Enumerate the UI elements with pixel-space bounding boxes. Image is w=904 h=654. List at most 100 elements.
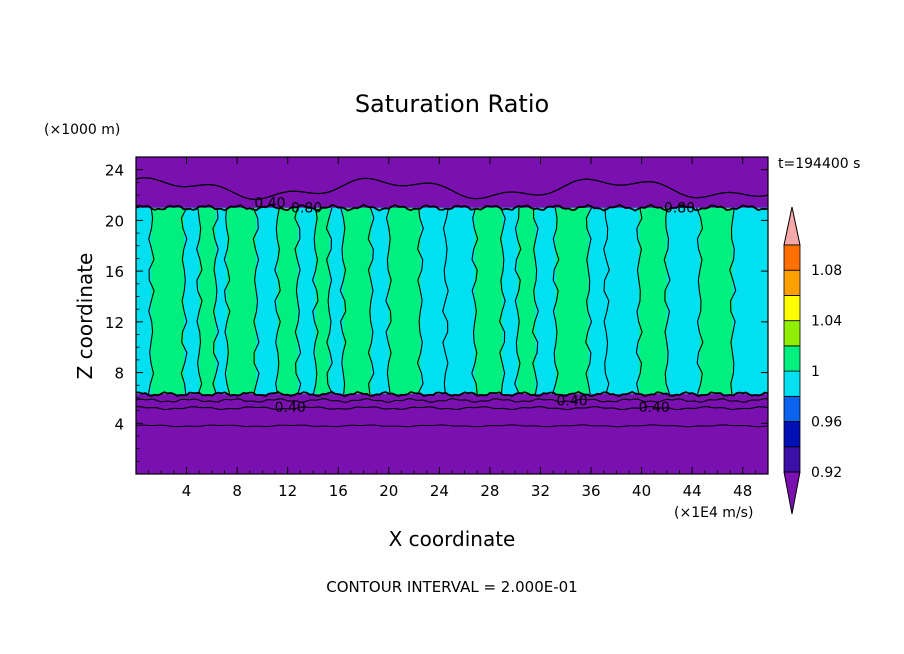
saturation-band-11: [343, 207, 372, 395]
contour-line-vertical-10: [339, 207, 347, 395]
contour-line-vertical-24: [696, 207, 704, 395]
colorbar-over-arrow: [783, 206, 801, 246]
x-axis-ticks: 4 8 12 16 20 24 28 32 36 40 44 48: [148, 157, 756, 500]
contour-line-vertical-16: [499, 207, 506, 395]
colorbar-segment: [783, 269, 801, 296]
saturation-band-25: [699, 207, 734, 395]
colorbar-segment: [783, 320, 801, 347]
y-tick-label: 16: [105, 263, 124, 281]
colorbar-tick-label: 1.04: [811, 314, 842, 330]
colorbar-segment: [783, 421, 801, 448]
y-tick-label: 20: [105, 212, 124, 230]
y-axis-label: Z coordinate: [73, 253, 97, 380]
colorbar-segment: [783, 446, 801, 473]
x-tick-label: 8: [232, 482, 242, 500]
saturation-band-22: [606, 207, 640, 395]
contour-line-vertical-22: [635, 207, 643, 395]
saturation-band-26: [732, 207, 768, 395]
x-tick-label: 24: [430, 482, 449, 500]
contour-label: 0.40: [556, 393, 587, 409]
contour-label: 0.80: [291, 201, 322, 217]
contour-line-vertical-4: [223, 207, 231, 395]
contour-line-vertical-14: [442, 207, 449, 395]
contour-line-upper: [136, 177, 768, 201]
contour-label: 0.40: [275, 400, 306, 416]
saturation-band-4: [215, 207, 228, 395]
saturation-band-0: [136, 207, 152, 395]
saturation-band-19: [535, 207, 557, 395]
saturation-band-24: [666, 207, 701, 395]
contour-line-vertical-1: [180, 207, 188, 395]
contour-line-vertical-23: [663, 207, 671, 395]
contour-line-vertical-17: [514, 207, 522, 395]
saturation-band-23: [639, 207, 668, 395]
saturation-band-3: [199, 207, 217, 395]
contour-line-cloud-base: [136, 390, 768, 398]
x-tick-label: 12: [278, 482, 297, 500]
saturation-band-8: [297, 207, 316, 395]
saturation-band-9: [315, 207, 330, 395]
y-tick-label: 4: [114, 415, 124, 433]
x-tick-label: 48: [733, 482, 752, 500]
contour-line-vertical-21: [603, 207, 610, 395]
saturation-band-21: [588, 207, 607, 395]
contour-label: 0.40: [254, 196, 285, 212]
contour-line-vertical-25: [729, 207, 737, 395]
contour-line-vertical-8: [312, 207, 319, 395]
colorbar-segment: [783, 244, 801, 271]
saturation-band-5: [227, 207, 257, 395]
saturation-band-6: [256, 207, 279, 395]
contour-label: 0.40: [639, 400, 670, 416]
saturation-band-12: [371, 207, 390, 395]
x-unit-label: (×1E4 m/s): [674, 505, 753, 521]
saturation-band-2: [184, 207, 200, 395]
contour-label: 0.80: [664, 201, 695, 217]
contour-line-vertical-13: [416, 207, 424, 395]
contour-line-low-3: [136, 424, 768, 428]
saturation-band-15: [445, 207, 476, 395]
contour-line-vertical-11: [367, 207, 375, 395]
contour-lines: [136, 177, 768, 428]
colorbar-tick-label: 1: [811, 364, 820, 380]
y-tick-label: 24: [105, 162, 124, 180]
saturation-band-14: [420, 207, 447, 395]
contour-line-vertical-15: [471, 207, 479, 395]
colorbar-segment: [783, 295, 801, 322]
contour-line-vertical-18: [531, 207, 539, 395]
contour-line-vertical-5: [252, 207, 260, 395]
x-tick-label: 44: [683, 482, 702, 500]
colorbar-tick-label: 0.96: [811, 415, 842, 431]
contour-line-low-2: [136, 406, 768, 411]
contour-line-vertical-7: [294, 207, 302, 395]
saturation-band-1: [151, 207, 185, 395]
saturation-band-18: [517, 207, 536, 395]
contour-line-vertical-6: [274, 207, 281, 395]
contour-line-vertical-0: [147, 207, 155, 395]
contour-line-vertical-2: [196, 207, 203, 395]
x-tick-label: 32: [531, 482, 550, 500]
saturation-band-10: [329, 207, 344, 395]
x-tick-label: 36: [581, 482, 600, 500]
colorbar: 0.92 0.96 1 1.04 1.08: [783, 206, 842, 515]
contour-line-cloud-top: [136, 203, 768, 212]
y-tick-label: 12: [105, 314, 124, 332]
contour-label-layer: 0.40 0.80 0.40 0.80 0.40 0.40: [254, 196, 695, 416]
contour-line-vertical-19: [552, 207, 560, 395]
y-tick-label: 8: [114, 365, 124, 383]
x-tick-label: 40: [632, 482, 651, 500]
contour-line-vertical-9: [325, 207, 333, 395]
colorbar-tick-label: 1.08: [811, 263, 842, 279]
x-tick-label: 4: [182, 482, 192, 500]
x-axis-label: X coordinate: [389, 527, 516, 551]
colorbar-segment: [783, 345, 801, 372]
saturation-band-20: [555, 207, 590, 395]
colorbar-segment: [783, 370, 801, 397]
time-label: t=194400 s: [778, 156, 860, 172]
contour-line-low-1: [136, 398, 768, 403]
saturation-band-7: [277, 207, 299, 395]
saturation-band-16: [474, 207, 504, 395]
y-unit-label: (×1000 m): [44, 122, 120, 138]
contour-line-vertical-12: [385, 207, 392, 395]
x-tick-label: 16: [329, 482, 348, 500]
